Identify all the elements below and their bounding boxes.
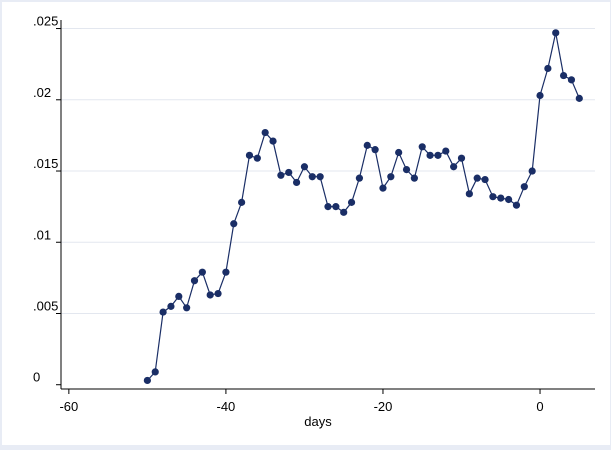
- data-point: [497, 194, 505, 202]
- data-point: [512, 201, 521, 209]
- axes: [60, 20, 595, 390]
- data-point: [355, 174, 364, 182]
- data-point: [434, 151, 442, 159]
- data-point: [261, 128, 269, 137]
- data-point: [183, 304, 191, 312]
- data-point: [198, 268, 206, 276]
- x-axis-ticks: -60 -40 -20 0: [59, 389, 544, 414]
- data-point: [167, 302, 175, 310]
- y-tick-label: .02: [33, 85, 51, 100]
- data-point: [442, 147, 450, 155]
- data-point: [544, 64, 552, 73]
- data-point: [175, 292, 183, 300]
- data-point: [387, 173, 395, 181]
- data-point: [520, 183, 528, 191]
- x-tick-label: -20: [374, 399, 393, 414]
- data-point: [214, 289, 222, 298]
- data-point: [245, 151, 254, 159]
- data-point: [552, 29, 560, 37]
- data-point: [347, 198, 356, 206]
- x-tick-label: -40: [217, 399, 236, 414]
- data-point: [308, 173, 316, 181]
- data-point: [426, 151, 434, 159]
- data-point: [567, 76, 576, 84]
- data-point: [316, 173, 324, 181]
- x-tick-label: 0: [536, 399, 543, 414]
- data-point: [151, 368, 159, 376]
- y-tick-label: .005: [33, 298, 58, 313]
- data-point: [481, 175, 489, 184]
- data-point: [536, 91, 544, 100]
- data-point: [410, 174, 418, 182]
- data-point: [450, 163, 458, 171]
- data-point: [277, 171, 285, 179]
- data-point: [292, 178, 301, 187]
- y-tick-label: 0: [33, 370, 40, 385]
- data-point: [300, 163, 309, 171]
- data-point: [190, 277, 199, 285]
- data-point: [559, 71, 568, 80]
- data-point: [465, 190, 473, 198]
- x-axis-title: days: [304, 414, 332, 429]
- data-point: [324, 203, 332, 211]
- data-point: [340, 208, 348, 216]
- data-point: [230, 220, 238, 228]
- data-point: [143, 376, 151, 385]
- data-point: [473, 174, 481, 182]
- y-tick-label: .01: [33, 227, 51, 242]
- data-point: [402, 165, 411, 174]
- data-point: [528, 167, 536, 175]
- data-point: [371, 146, 379, 154]
- series-group: [143, 29, 583, 385]
- data-point: [238, 198, 246, 206]
- data-point: [575, 94, 583, 102]
- data-point: [395, 148, 403, 157]
- y-tick-label: .025: [33, 14, 58, 29]
- data-point: [269, 137, 277, 145]
- data-point: [457, 154, 466, 162]
- data-point: [418, 143, 426, 151]
- data-point: [505, 195, 513, 204]
- y-tick-label: .015: [33, 156, 58, 171]
- y-axis-ticks: 0 .005 .01 .015 .02 .025: [33, 14, 61, 386]
- data-point: [379, 184, 387, 192]
- data-point: [159, 308, 167, 316]
- data-point: [222, 268, 230, 276]
- data-point: [253, 154, 261, 162]
- data-point: [206, 291, 214, 299]
- data-point: [363, 141, 371, 149]
- data-point: [285, 168, 293, 177]
- plot-panel: [2, 2, 610, 445]
- data-point: [332, 203, 340, 211]
- gridlines: [61, 28, 595, 314]
- data-point: [489, 193, 497, 201]
- x-tick-label: -60: [59, 399, 78, 414]
